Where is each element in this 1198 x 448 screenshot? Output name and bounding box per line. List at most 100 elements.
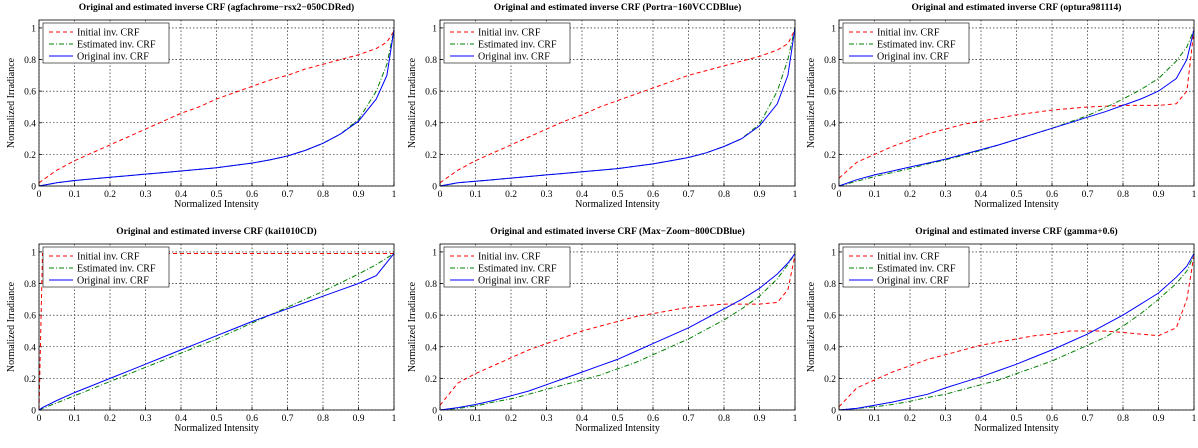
y-axis-label: Normalized Irradiance	[6, 57, 17, 148]
y-axis-label: Normalized Irradiance	[806, 281, 817, 372]
x-tick-label: 0.5	[211, 414, 223, 424]
legend-label: Estimated inv. CRF	[877, 264, 956, 275]
x-axis-label: Normalized Intensity	[174, 199, 259, 210]
subplot-2: 0 0.1 0.2 0.3 0.4 0.5 0.6 0.7 0.8 0.9 1 0 0.2 0.4 0.6 0…	[407, 2, 798, 210]
x-tick-label: 0.8	[317, 414, 329, 424]
y-axis-label: Normalized Irradiance	[806, 57, 817, 148]
chart-title: Original and estimated inverse CRF (optu…	[912, 2, 1122, 13]
x-tick-label: 0.2	[505, 190, 517, 200]
x-tick-label: 0.7	[683, 190, 695, 200]
y-tick-label: 0.8	[425, 56, 437, 66]
x-tick-label: 0.6	[1046, 414, 1058, 424]
x-tick-label: 0.3	[140, 414, 152, 424]
x-axis-label: Normalized Intensity	[575, 423, 660, 434]
x-tick-label: 0.2	[104, 190, 116, 200]
x-tick-label: 0.4	[576, 414, 588, 424]
x-axis-label: Normalized Intensity	[174, 423, 259, 434]
x-tick-label: 1	[392, 414, 397, 424]
x-tick-label: 0.5	[612, 414, 624, 424]
x-tick-label: 0.4	[576, 190, 588, 200]
y-tick-label: 0.8	[24, 56, 36, 66]
series-line-solid	[838, 29, 1195, 187]
y-tick-label: 0.6	[425, 312, 437, 322]
axes-box	[38, 19, 395, 187]
x-tick-label: 0.3	[541, 414, 553, 424]
y-tick-label: 0	[31, 407, 36, 417]
series-line-dashed	[838, 29, 1195, 179]
legend-label: Initial inv. CRF	[478, 252, 541, 263]
x-tick-label: 0.1	[470, 414, 482, 424]
y-tick-label: 0.4	[824, 119, 836, 129]
y-tick-label: 0.6	[425, 88, 437, 98]
x-tick-label: 0.3	[940, 414, 952, 424]
x-axis-label: Normalized Intensity	[974, 199, 1059, 210]
y-tick-label: 0.2	[425, 375, 437, 385]
x-tick-label: 0.6	[1046, 190, 1058, 200]
legend-label: Estimated inv. CRF	[478, 40, 557, 51]
x-tick-label: 0.3	[541, 190, 553, 200]
x-tick-label: 0.3	[140, 190, 152, 200]
chart-title: Original and estimated inverse CRF (kai1…	[116, 226, 316, 237]
y-tick-label: 0	[831, 407, 836, 417]
x-tick-label: 0.1	[470, 190, 482, 200]
legend-label: Estimated inv. CRF	[77, 264, 156, 275]
y-tick-label: 0.8	[824, 280, 836, 290]
x-tick-label: 0.4	[975, 190, 987, 200]
x-tick-label: 0.7	[282, 190, 294, 200]
x-tick-label: 0.6	[647, 414, 659, 424]
x-tick-label: 0.9	[754, 190, 766, 200]
x-tick-label: 0.4	[975, 414, 987, 424]
legend-label: Initial inv. CRF	[77, 252, 140, 263]
x-tick-label: 0.7	[683, 414, 695, 424]
subplot-6: 0 0.1 0.2 0.3 0.4 0.5 0.6 0.7 0.8 0.9 1 0 0.2 0.4 0.6 0…	[806, 226, 1197, 434]
y-tick-label: 0.6	[24, 88, 36, 98]
x-tick-label: 0.9	[353, 414, 365, 424]
axes-box	[838, 243, 1195, 411]
subplot-5: 0 0.1 0.2 0.3 0.4 0.5 0.6 0.7 0.8 0.9 1 0 0.2 0.4 0.6 0…	[407, 226, 798, 434]
axes-box	[439, 19, 796, 187]
series-line-dash-dot	[439, 253, 796, 411]
y-tick-label: 0	[31, 183, 36, 193]
y-axis-label: Normalized Irradiance	[6, 281, 17, 372]
legend-label: Initial inv. CRF	[877, 28, 940, 39]
series-line-solid	[38, 253, 395, 411]
x-tick-label: 0.5	[612, 190, 624, 200]
y-tick-label: 0.4	[425, 343, 437, 353]
chart-title: Original and estimated inverse CRF (gamm…	[915, 226, 1117, 237]
y-tick-label: 1	[432, 24, 437, 34]
x-tick-label: 0	[837, 414, 842, 424]
y-tick-label: 0.6	[824, 88, 836, 98]
y-tick-label: 0.4	[824, 343, 836, 353]
x-tick-label: 0.9	[353, 190, 365, 200]
y-tick-label: 0.4	[425, 119, 437, 129]
x-tick-label: 0	[438, 414, 443, 424]
y-tick-label: 0.2	[824, 375, 836, 385]
axes-box	[838, 19, 1195, 187]
subplot-4: 0 0.1 0.2 0.3 0.4 0.5 0.6 0.7 0.8 0.9 1 0 0.2 0.4 0.6 0…	[6, 226, 397, 434]
x-tick-label: 0.2	[904, 414, 916, 424]
x-tick-label: 0.7	[282, 414, 294, 424]
series-line-solid	[439, 27, 796, 187]
x-tick-label: 0	[37, 414, 42, 424]
series-line-dashed	[439, 254, 796, 406]
legend-label: Estimated inv. CRF	[877, 40, 956, 51]
y-tick-label: 1	[31, 24, 36, 34]
x-tick-label: 0.2	[104, 414, 116, 424]
y-tick-label: 0.2	[24, 375, 36, 385]
legend-label: Original inv. CRF	[77, 276, 149, 287]
y-tick-label: 1	[31, 248, 36, 258]
x-tick-label: 0.9	[1153, 190, 1165, 200]
x-tick-label: 0	[837, 190, 842, 200]
x-tick-label: 0.8	[1117, 414, 1129, 424]
legend-label: Initial inv. CRF	[478, 28, 541, 39]
y-tick-label: 0.2	[425, 151, 437, 161]
y-tick-label: 0.6	[24, 312, 36, 322]
x-tick-label: 0.6	[647, 190, 659, 200]
x-axis-label: Normalized Intensity	[575, 199, 660, 210]
x-tick-label: 0.2	[505, 414, 517, 424]
axes-box	[38, 243, 395, 411]
legend-label: Original inv. CRF	[478, 276, 550, 287]
legend-label: Estimated inv. CRF	[77, 40, 156, 51]
chart-title: Original and estimated inverse CRF (Max−…	[490, 226, 745, 237]
